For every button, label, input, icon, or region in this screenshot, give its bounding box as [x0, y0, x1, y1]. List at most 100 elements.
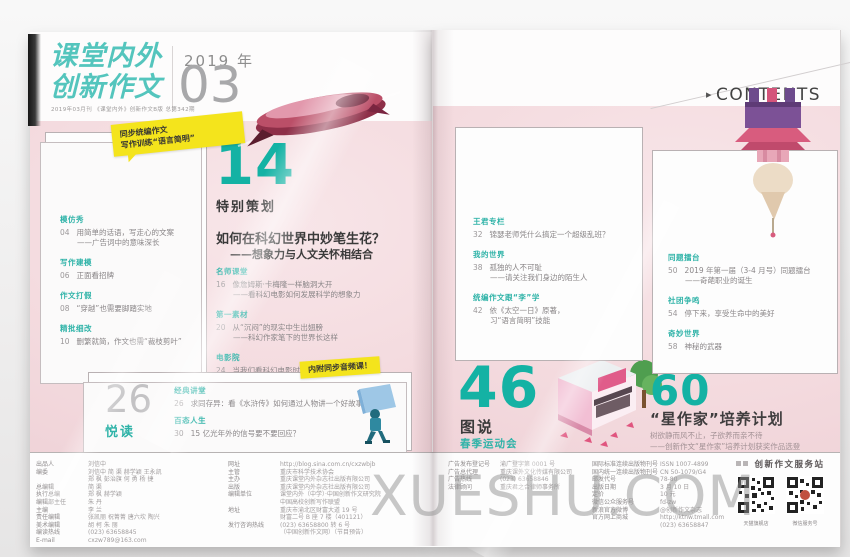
masthead-row: 微信公众服务号 fd-zw: [592, 499, 740, 507]
masthead-label: 出版: [228, 483, 241, 491]
masthead-column-staff: 出品人 刘信中 编委 刘信中 简 渠 赫学颖 王永凯郑 枫 彭治旗 何 勇 杨 捷总编…: [36, 461, 222, 545]
masthead-value: 简 渠: [88, 483, 102, 491]
entry-subtitle: ——广告词中的意味深长: [77, 238, 160, 247]
masthead-value: (023) 63658846: [500, 476, 549, 484]
section-32-groups: 王君专栏 32 锦瑟老师凭什么搞定一个超级乱班？ 我的世界 38 孤独的人不可耻…: [473, 216, 625, 335]
masthead-label: 发行咨询热线: [228, 521, 265, 529]
masthead-value: 78-80: [660, 476, 678, 484]
toc-group: 百态人生 30 15 亿光年外的信号要不要回应？: [174, 415, 363, 439]
masthead-value: CN 50-1079/G4: [660, 468, 707, 476]
entry-subtitle: ——看科幻电影如何发展科学的想象力: [233, 290, 361, 299]
masthead-row: 地址 重庆市渝北区财富大道 19 号: [228, 507, 442, 515]
magazine-logo-line1: 课堂内外: [50, 41, 162, 72]
qr-caption: 天猫旗舰店: [743, 521, 769, 527]
toc-entry: 54 停下来，享受生命中的美好: [668, 309, 824, 319]
header-divider: [172, 46, 173, 112]
qr-box-tmall: 天猫旗舰店: [736, 476, 776, 527]
masthead-value: 郑 枫 赫学颖: [88, 491, 122, 499]
section-50-card: [652, 150, 838, 374]
masthead-label: 国际标准连续出版物刊号: [592, 461, 659, 468]
service-station: 创新作文服务站: [736, 458, 838, 527]
masthead-label: 美术编辑: [36, 521, 61, 529]
masthead-row: 执行总编 郑 枫 赫学颖: [36, 491, 222, 499]
masthead-label: 邮发代号: [592, 476, 617, 484]
section-04-groups: 模仿秀 04 用简单的话语，写走心的文案 ——广告词中的意味深长 写作建模 06…: [60, 214, 196, 356]
entry-title: 像詹姆斯·卡梅隆一样脑洞大开: [232, 280, 333, 289]
service-station-label: 创新作文服务站: [754, 460, 825, 470]
masthead-label: 编辑部主任: [36, 498, 67, 506]
entry-page-number: 20: [216, 323, 226, 332]
masthead-label: 总编辑: [36, 483, 55, 491]
masthead-row: 广告总代理 重庆课外文化传媒有限公司: [448, 469, 588, 477]
masthead-column-issn: 国际标准连续出版物刊号 ISSN 1007-4899 国内统一连续出版物刊号 CN 5…: [592, 461, 740, 529]
toc-entry: 04 用简单的话语，写走心的文案: [60, 228, 196, 238]
toc-group: 社团争鸣 54 停下来，享受生命中的美好: [668, 295, 824, 319]
entry-page-number: 32: [473, 230, 483, 239]
masthead-label: 法律顾问: [448, 483, 473, 491]
spaceship-illustration: [237, 91, 401, 147]
toc-group: 第一素材 20 从“沉闷”的现实中生出翅膀 ——科幻作家笔下的世界长这样: [216, 309, 416, 343]
masthead-label: 执行总编: [36, 491, 61, 499]
entry-page-number: 42: [473, 306, 483, 315]
masthead-value: 李 兰: [88, 506, 102, 514]
feature-subtitle: ——想象力与人文关怀相结合: [230, 248, 373, 261]
section-26-page-number: 26: [105, 378, 153, 421]
column-heading: 模仿秀: [60, 215, 84, 224]
toc-entry: 58 神秘的武器: [668, 342, 824, 352]
walking-reader-illustration: [357, 384, 396, 444]
entry-title: 用简单的话语，写走心的文案: [76, 228, 175, 237]
masthead-value: 课堂内外（中学）·中国创新作文研究院: [280, 491, 381, 499]
masthead-value: 财富二号 B 座 7 楼（401121）: [280, 514, 367, 522]
toc-group: 写作建模 06 正面看招牌: [60, 257, 196, 281]
masthead-row: 邮发代号 78-80: [592, 476, 740, 484]
column-heading: 同题擂台: [668, 253, 700, 262]
qr-box-wechat: 微信服务号: [785, 476, 825, 527]
masthead-row: 编读热线 (023) 63658845: [36, 529, 222, 537]
masthead-label: 新浪官方微博: [592, 506, 629, 514]
toc-group: 模仿秀 04 用简单的话语，写走心的文案 ——广告词中的意味深长: [60, 214, 196, 248]
masthead-row: 国内统一连续出版物刊号 CN 50-1079/G4: [592, 469, 740, 477]
masthead-value: 胡 柯 朱 丽: [88, 521, 118, 529]
masthead-row: 编辑单位 课堂内外（中学）·中国创新作文研究院: [228, 491, 442, 499]
toc-group: 统编作文跟“李”学 42 依《太空一日》原著， 习“语言简明”技能: [473, 292, 625, 326]
entry-title: 孤独的人不可耻: [489, 263, 543, 272]
masthead-value: 郑 枫 彭治旗 何 勇 杨 捷: [88, 476, 154, 484]
column-heading: 统编作文跟“李”学: [473, 293, 540, 302]
entry-page-number: 08: [60, 304, 70, 313]
masthead-row: 新浪官方微博 @创新作文杂志: [592, 507, 740, 515]
entry-title: 停下来，享受生命中的美好: [684, 309, 775, 318]
entry-page-number: 30: [174, 429, 184, 438]
masthead-row: 美术编辑 胡 柯 朱 丽: [36, 522, 222, 530]
masthead-label: 地址: [228, 506, 241, 514]
entry-title: 求同存异：看《水浒传》如何通过人物讲一个好故事: [190, 399, 364, 408]
column-heading: 第一素材: [216, 310, 248, 319]
masthead-value: 10 元: [660, 491, 676, 499]
masthead-label: 编委: [36, 468, 49, 476]
masthead-label: [228, 514, 280, 522]
masthead-label: E-mail: [36, 536, 55, 544]
sports-kiosk-illustration: [558, 360, 662, 447]
entry-title: 15 亿光年外的信号要不要回应？: [190, 429, 301, 438]
section-60-page-number: 60: [650, 366, 711, 415]
masthead-row: 主办 重庆课堂内外杂志社出版有限公司: [228, 476, 442, 484]
masthead-value: http://blog.sina.com.cn/cxzwbjb: [280, 461, 376, 468]
masthead-value: 重庆课外文化传媒有限公司: [500, 468, 573, 476]
masthead-row: 广告发布登记号 渝广登字第 0001 号: [448, 461, 588, 469]
masthead-value: 重庆课堂内外杂志社出版有限公司: [280, 476, 371, 484]
masthead-value: 3 月 10 日: [660, 483, 690, 491]
toc-entry: 16 像詹姆斯·卡梅隆一样脑洞大开: [216, 280, 416, 290]
section-46-subtitle: 春季运动会: [460, 438, 518, 450]
masthead-value: 重庆市科学技术协会: [280, 468, 335, 476]
square-bullet-icon: [736, 461, 741, 466]
masthead-value: 张凯丽 祝菁菁 唐六坎 陶兴: [88, 514, 160, 522]
masthead-value: （中国创新作文网）（节目预告）: [280, 529, 368, 537]
masthead-label: 主管: [228, 468, 241, 476]
masthead-label: [36, 476, 88, 484]
masthead-value: 重庆君之合律师事务所: [500, 483, 561, 491]
masthead-label: 出版日期: [592, 483, 617, 491]
toc-entry: 32 锦瑟老师凭什么搞定一个超级乱班？: [473, 230, 625, 240]
masthead-value: @创新作文杂志: [660, 506, 703, 514]
toc-group: 奇妙世界 58 神秘的武器: [668, 328, 824, 352]
column-heading: 写作建模: [60, 258, 92, 267]
page-edge-shadow: [28, 34, 41, 126]
